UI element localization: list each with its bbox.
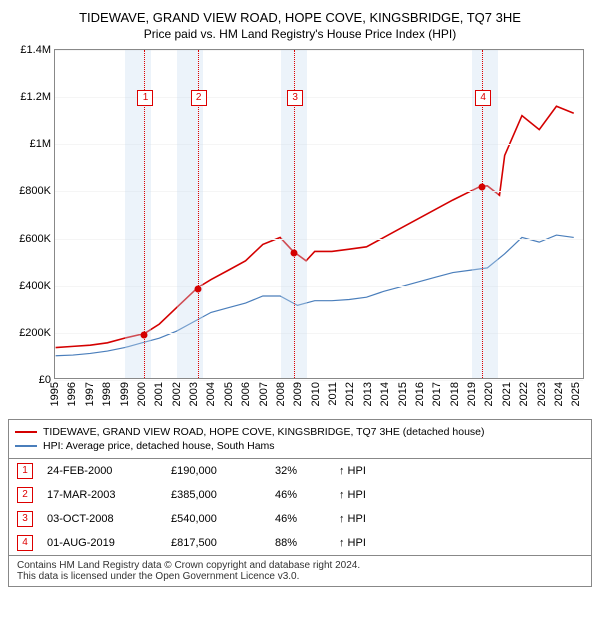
x-axis-label: 2002 bbox=[171, 382, 183, 406]
event-percent: 46% bbox=[275, 513, 325, 525]
y-axis-label: £1.4M bbox=[20, 44, 51, 56]
event-marker-badge: 4 bbox=[475, 90, 491, 106]
chart-subtitle: Price paid vs. HM Land Registry's House … bbox=[8, 27, 592, 41]
event-note: ↑ HPI bbox=[339, 489, 583, 501]
event-number: 2 bbox=[17, 487, 33, 503]
y-axis-label: £400K bbox=[19, 280, 51, 292]
legend-item: HPI: Average price, detached house, Sout… bbox=[15, 440, 585, 452]
event-price: £540,000 bbox=[171, 513, 261, 525]
x-axis-label: 1997 bbox=[84, 382, 96, 406]
event-row: 4 01-AUG-2019 £817,500 88% ↑ HPI bbox=[9, 531, 591, 555]
legend-swatch bbox=[15, 445, 37, 447]
events-table: 1 24-FEB-2000 £190,000 32% ↑ HPI 2 17-MAR-2003… bbox=[8, 459, 592, 556]
event-percent: 32% bbox=[275, 465, 325, 477]
event-date: 24-FEB-2000 bbox=[47, 465, 157, 477]
x-axis-label: 2000 bbox=[136, 382, 148, 406]
event-row: 1 24-FEB-2000 £190,000 32% ↑ HPI bbox=[9, 459, 591, 483]
y-axis-label: £200K bbox=[19, 327, 51, 339]
x-axis-label: 2014 bbox=[379, 382, 391, 406]
x-axis-label: 2021 bbox=[501, 382, 513, 406]
x-axis-label: 2006 bbox=[240, 382, 252, 406]
y-axis-label: £1M bbox=[30, 138, 51, 150]
event-marker-badge: 2 bbox=[191, 90, 207, 106]
x-axis-label: 2004 bbox=[205, 382, 217, 406]
x-axis-label: 2012 bbox=[344, 382, 356, 406]
event-note: ↑ HPI bbox=[339, 537, 583, 549]
legend-swatch bbox=[15, 431, 37, 433]
x-axis-label: 1998 bbox=[101, 382, 113, 406]
series-marker bbox=[194, 286, 201, 293]
price-chart: £0£200K£400K£600K£800K£1M£1.2M£1.4M19951… bbox=[54, 49, 584, 379]
event-row: 3 03-OCT-2008 £540,000 46% ↑ HPI bbox=[9, 507, 591, 531]
x-axis-label: 2025 bbox=[570, 382, 582, 406]
footer-line2: This data is licensed under the Open Gov… bbox=[17, 571, 583, 582]
x-axis-label: 2015 bbox=[397, 382, 409, 406]
y-axis-label: £800K bbox=[19, 185, 51, 197]
x-axis-label: 2001 bbox=[153, 382, 165, 406]
x-axis-label: 2024 bbox=[553, 382, 565, 406]
footer-line1: Contains HM Land Registry data © Crown c… bbox=[17, 560, 583, 571]
event-number: 4 bbox=[17, 535, 33, 551]
legend-item: TIDEWAVE, GRAND VIEW ROAD, HOPE COVE, KI… bbox=[15, 426, 585, 438]
x-axis-label: 2007 bbox=[258, 382, 270, 406]
legend-label: TIDEWAVE, GRAND VIEW ROAD, HOPE COVE, KI… bbox=[43, 426, 485, 438]
event-note: ↑ HPI bbox=[339, 465, 583, 477]
x-axis-label: 2013 bbox=[362, 382, 374, 406]
event-date: 03-OCT-2008 bbox=[47, 513, 157, 525]
event-date: 01-AUG-2019 bbox=[47, 537, 157, 549]
x-axis-label: 2020 bbox=[483, 382, 495, 406]
x-axis-label: 2003 bbox=[188, 382, 200, 406]
event-date: 17-MAR-2003 bbox=[47, 489, 157, 501]
event-number: 3 bbox=[17, 511, 33, 527]
x-axis-label: 2010 bbox=[310, 382, 322, 406]
footer-attribution: Contains HM Land Registry data © Crown c… bbox=[8, 556, 592, 587]
x-axis-label: 2019 bbox=[466, 382, 478, 406]
series-marker bbox=[141, 332, 148, 339]
event-note: ↑ HPI bbox=[339, 513, 583, 525]
x-axis-label: 2009 bbox=[292, 382, 304, 406]
x-axis-label: 2023 bbox=[536, 382, 548, 406]
event-price: £190,000 bbox=[171, 465, 261, 477]
x-axis-label: 2018 bbox=[449, 382, 461, 406]
legend: TIDEWAVE, GRAND VIEW ROAD, HOPE COVE, KI… bbox=[8, 419, 592, 459]
x-axis-label: 1996 bbox=[66, 382, 78, 406]
x-axis-label: 2017 bbox=[431, 382, 443, 406]
event-marker-badge: 3 bbox=[287, 90, 303, 106]
series-marker bbox=[291, 249, 298, 256]
event-percent: 46% bbox=[275, 489, 325, 501]
y-axis-label: £600K bbox=[19, 233, 51, 245]
x-axis-label: 2022 bbox=[518, 382, 530, 406]
chart-title: TIDEWAVE, GRAND VIEW ROAD, HOPE COVE, KI… bbox=[8, 10, 592, 25]
series-marker bbox=[479, 184, 486, 191]
legend-label: HPI: Average price, detached house, Sout… bbox=[43, 440, 275, 452]
event-percent: 88% bbox=[275, 537, 325, 549]
event-price: £385,000 bbox=[171, 489, 261, 501]
x-axis-label: 1999 bbox=[119, 382, 131, 406]
x-axis-label: 2005 bbox=[223, 382, 235, 406]
x-axis-label: 2016 bbox=[414, 382, 426, 406]
event-row: 2 17-MAR-2003 £385,000 46% ↑ HPI bbox=[9, 483, 591, 507]
event-number: 1 bbox=[17, 463, 33, 479]
x-axis-label: 1995 bbox=[49, 382, 61, 406]
x-axis-label: 2008 bbox=[275, 382, 287, 406]
y-axis-label: £1.2M bbox=[20, 91, 51, 103]
event-price: £817,500 bbox=[171, 537, 261, 549]
event-marker-badge: 1 bbox=[137, 90, 153, 106]
x-axis-label: 2011 bbox=[327, 382, 339, 406]
